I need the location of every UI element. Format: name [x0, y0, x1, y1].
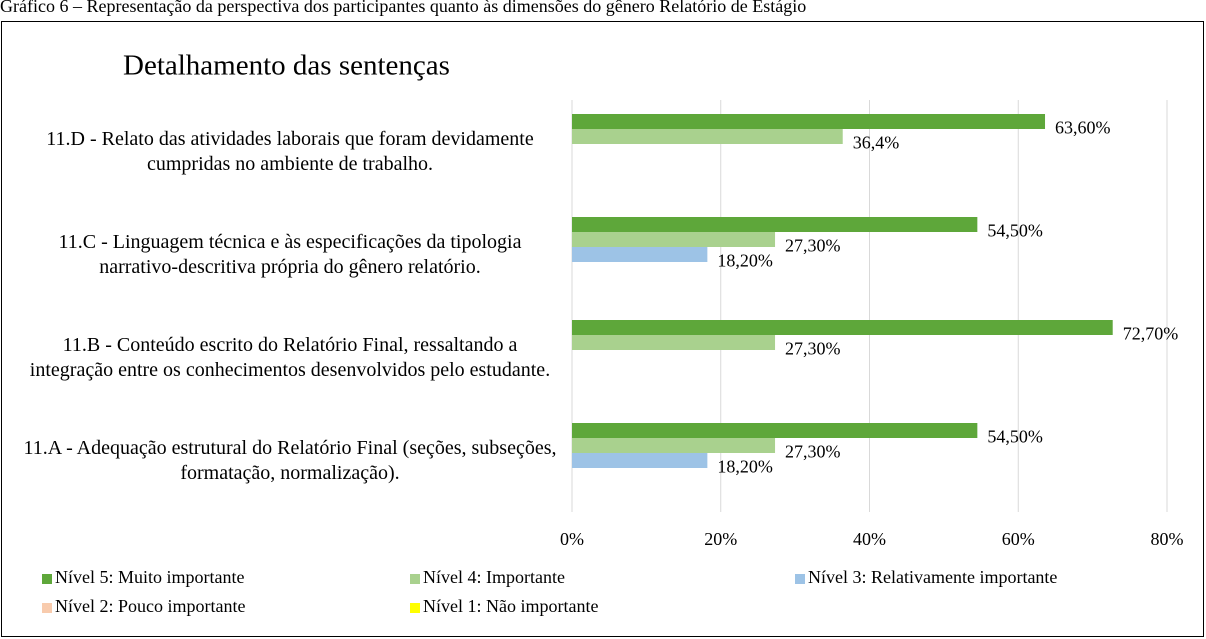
figure-caption: Gráfico 6 – Representação da perspectiva…	[0, 0, 807, 16]
data-label: 54,50%	[987, 427, 1043, 447]
legend-swatch	[42, 574, 52, 584]
x-tick-label: 60%	[1002, 529, 1035, 549]
x-tick-label: 80%	[1151, 529, 1184, 549]
category-label: 11.A - Adequação estrutural do Relatório…	[23, 436, 557, 484]
x-tick-label: 20%	[704, 529, 737, 549]
bar	[572, 320, 1113, 335]
legend-swatch	[795, 574, 805, 584]
data-label: 72,70%	[1123, 324, 1179, 344]
bar	[572, 247, 708, 262]
data-label: 18,20%	[717, 251, 773, 271]
data-label: 36,4%	[853, 133, 900, 153]
bar	[572, 335, 776, 350]
legend-label: Nível 5: Muito importante	[55, 567, 244, 587]
data-label: 27,30%	[785, 339, 841, 359]
data-label: 63,60%	[1055, 118, 1111, 138]
bar	[572, 232, 776, 247]
category-label: 11.B - Conteúdo escrito do Relatório Fin…	[29, 333, 551, 381]
data-label: 18,20%	[717, 457, 773, 477]
bar	[572, 423, 978, 438]
x-tick-label: 40%	[853, 529, 886, 549]
bar	[572, 114, 1046, 129]
bar	[572, 217, 978, 232]
legend-label: Nível 3: Relativamente importante	[808, 567, 1057, 587]
category-label: 11.C - Linguagem técnica e às especifica…	[58, 230, 522, 278]
chart-frame	[1, 21, 1204, 637]
bar	[572, 129, 843, 144]
bar	[572, 453, 708, 468]
legend-label: Nível 2: Pouco importante	[55, 596, 245, 616]
legend-label: Nível 4: Importante	[423, 567, 565, 587]
legend-swatch	[410, 603, 420, 613]
legend-swatch	[410, 574, 420, 584]
data-label: 27,30%	[785, 442, 841, 462]
data-label: 27,30%	[785, 236, 841, 256]
data-label: 54,50%	[987, 221, 1043, 241]
x-tick-label: 0%	[560, 529, 584, 549]
bar	[572, 438, 776, 453]
legend-swatch	[42, 603, 52, 613]
category-label: 11.D - Relato das atividades laborais qu…	[46, 127, 534, 175]
chart-title: Detalhamento das sentenças	[123, 50, 450, 82]
legend-label: Nível 1: Não importante	[423, 596, 598, 616]
